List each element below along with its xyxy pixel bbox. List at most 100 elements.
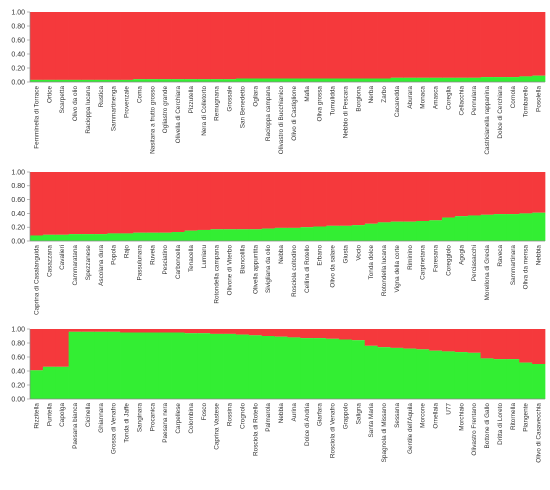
category-label: Castricianella rappanina [484,86,491,155]
bar-segment-green [287,337,301,399]
bar-segment-red [454,172,469,217]
category-label: Coreglia [445,86,452,110]
bar-segment-green [390,221,404,241]
bar-segment-red [300,172,314,228]
bar-segment-green [442,351,456,399]
bar-segment-green [210,79,224,82]
bar-segment-green [94,234,108,241]
category-label: Rosciola di Venafro [330,403,337,459]
bar-segment-green [81,331,95,399]
bar-segment-red [287,172,301,228]
bar-segment-red [261,329,275,336]
bar-segment-green [145,332,160,399]
bar-segment-red [120,329,134,333]
bar-segment-green [454,216,469,241]
category-label: Palmarola [265,403,272,432]
category-label: Olivastro di Bucchianico [278,86,285,155]
bar-segment-red [68,12,82,80]
category-label: U77 [445,403,452,415]
bar-segment-red [184,12,198,80]
category-label: Grossale [227,86,234,112]
bar-segment-green [223,229,237,241]
bar-segment-red [493,329,507,360]
bar-segment-red [261,172,275,229]
bar-segment-red [429,12,443,78]
bar-segment-red [390,329,404,348]
y-tick-label: 0.00 [11,238,25,245]
bar-segment-green [274,336,288,399]
category-label: Rustica [98,86,105,108]
category-label: Ornellaia [433,403,440,429]
y-tick-label: 0.20 [11,225,25,232]
bar-segment-green [364,78,378,82]
category-label: Rotondella lucana [381,245,388,297]
bar-segment-green [351,78,366,82]
category-label: Tonda di Jaffe [124,403,131,443]
bar-segment-green [68,234,82,241]
bar-segment-red [532,329,546,364]
category-label: Vigna della corte [394,245,401,293]
bar-segment-red [519,12,533,77]
bar-segment-red [30,329,44,371]
category-label: Fosco [201,403,208,421]
bar-segment-red [248,12,263,79]
bar-segment-green [493,214,507,241]
bar-segment-red [184,329,198,334]
bar-segment-red [313,12,327,79]
bar-segment-green [287,78,301,82]
bar-segment-green [236,334,250,399]
category-label: Sivigliana da olio [265,245,272,293]
bar-segment-green [158,332,172,399]
bar-segment-red [133,172,147,233]
category-label: Grossa di Venafro [111,403,118,455]
category-label: Rizzitella [33,403,40,429]
category-label: Cellina di Rotello [304,245,311,293]
bar-segment-red [326,12,340,79]
bar-segment-green [120,332,134,399]
category-label: Ascolana dura [98,245,105,286]
bar-segment-green [68,79,82,82]
category-label: Pesciatino [162,245,169,275]
bar-segment-green [55,79,69,82]
category-label: Pennulara [471,86,478,116]
bar-segment-green [145,232,160,241]
bar-segment-red [532,12,546,76]
bar-segment-green [339,225,353,241]
bar-segment-red [313,172,327,227]
bar-segment-green [248,335,263,399]
bar-segment-green [107,233,121,241]
category-label: Cammaratana [72,245,79,286]
y-tick-label: 0.60 [11,37,25,44]
category-label: Aurina [291,403,298,422]
bar-segment-red [519,329,533,363]
bar-segment-green [30,235,44,241]
bar-segment-red [197,172,211,230]
category-label: Dritta di Loreto [497,403,504,445]
bar-segment-green [210,333,224,399]
category-label: Faresana [433,245,440,272]
bar-segment-red [81,12,95,80]
bar-segment-green [403,221,417,241]
category-label: Provenzale [124,86,131,118]
y-tick-label: 0.40 [11,51,25,58]
bar-segment-green [506,359,520,399]
bar-segment-green [171,232,185,241]
bar-segment-red [171,12,185,80]
category-label: Cavalieri [59,245,66,270]
category-label: Grappolo [342,403,349,430]
bar-segment-green [81,79,95,82]
category-label: Monaca [420,86,427,109]
bar-segment-red [68,172,82,235]
chart-panel-2: 0.00 0.20 0.40 0.60 0.80 1.00 Caprina di Casal… [11,169,546,315]
bar-segment-green [493,77,507,82]
category-label: Crognolo [239,403,246,429]
bar-segment-red [429,329,443,351]
chart-panel-1: 0.00 0.20 0.40 0.60 0.80 1.00 Femminella di To… [11,9,546,155]
bar-segment-green [326,225,340,241]
category-label: Nasitana a frutto grosso [149,86,156,154]
bar-segment-green [94,79,108,82]
bar-segment-red [480,172,494,215]
bar-segment-green [313,226,327,241]
category-label: Borgiona [355,86,362,112]
category-label: Pizzutella [188,86,195,114]
